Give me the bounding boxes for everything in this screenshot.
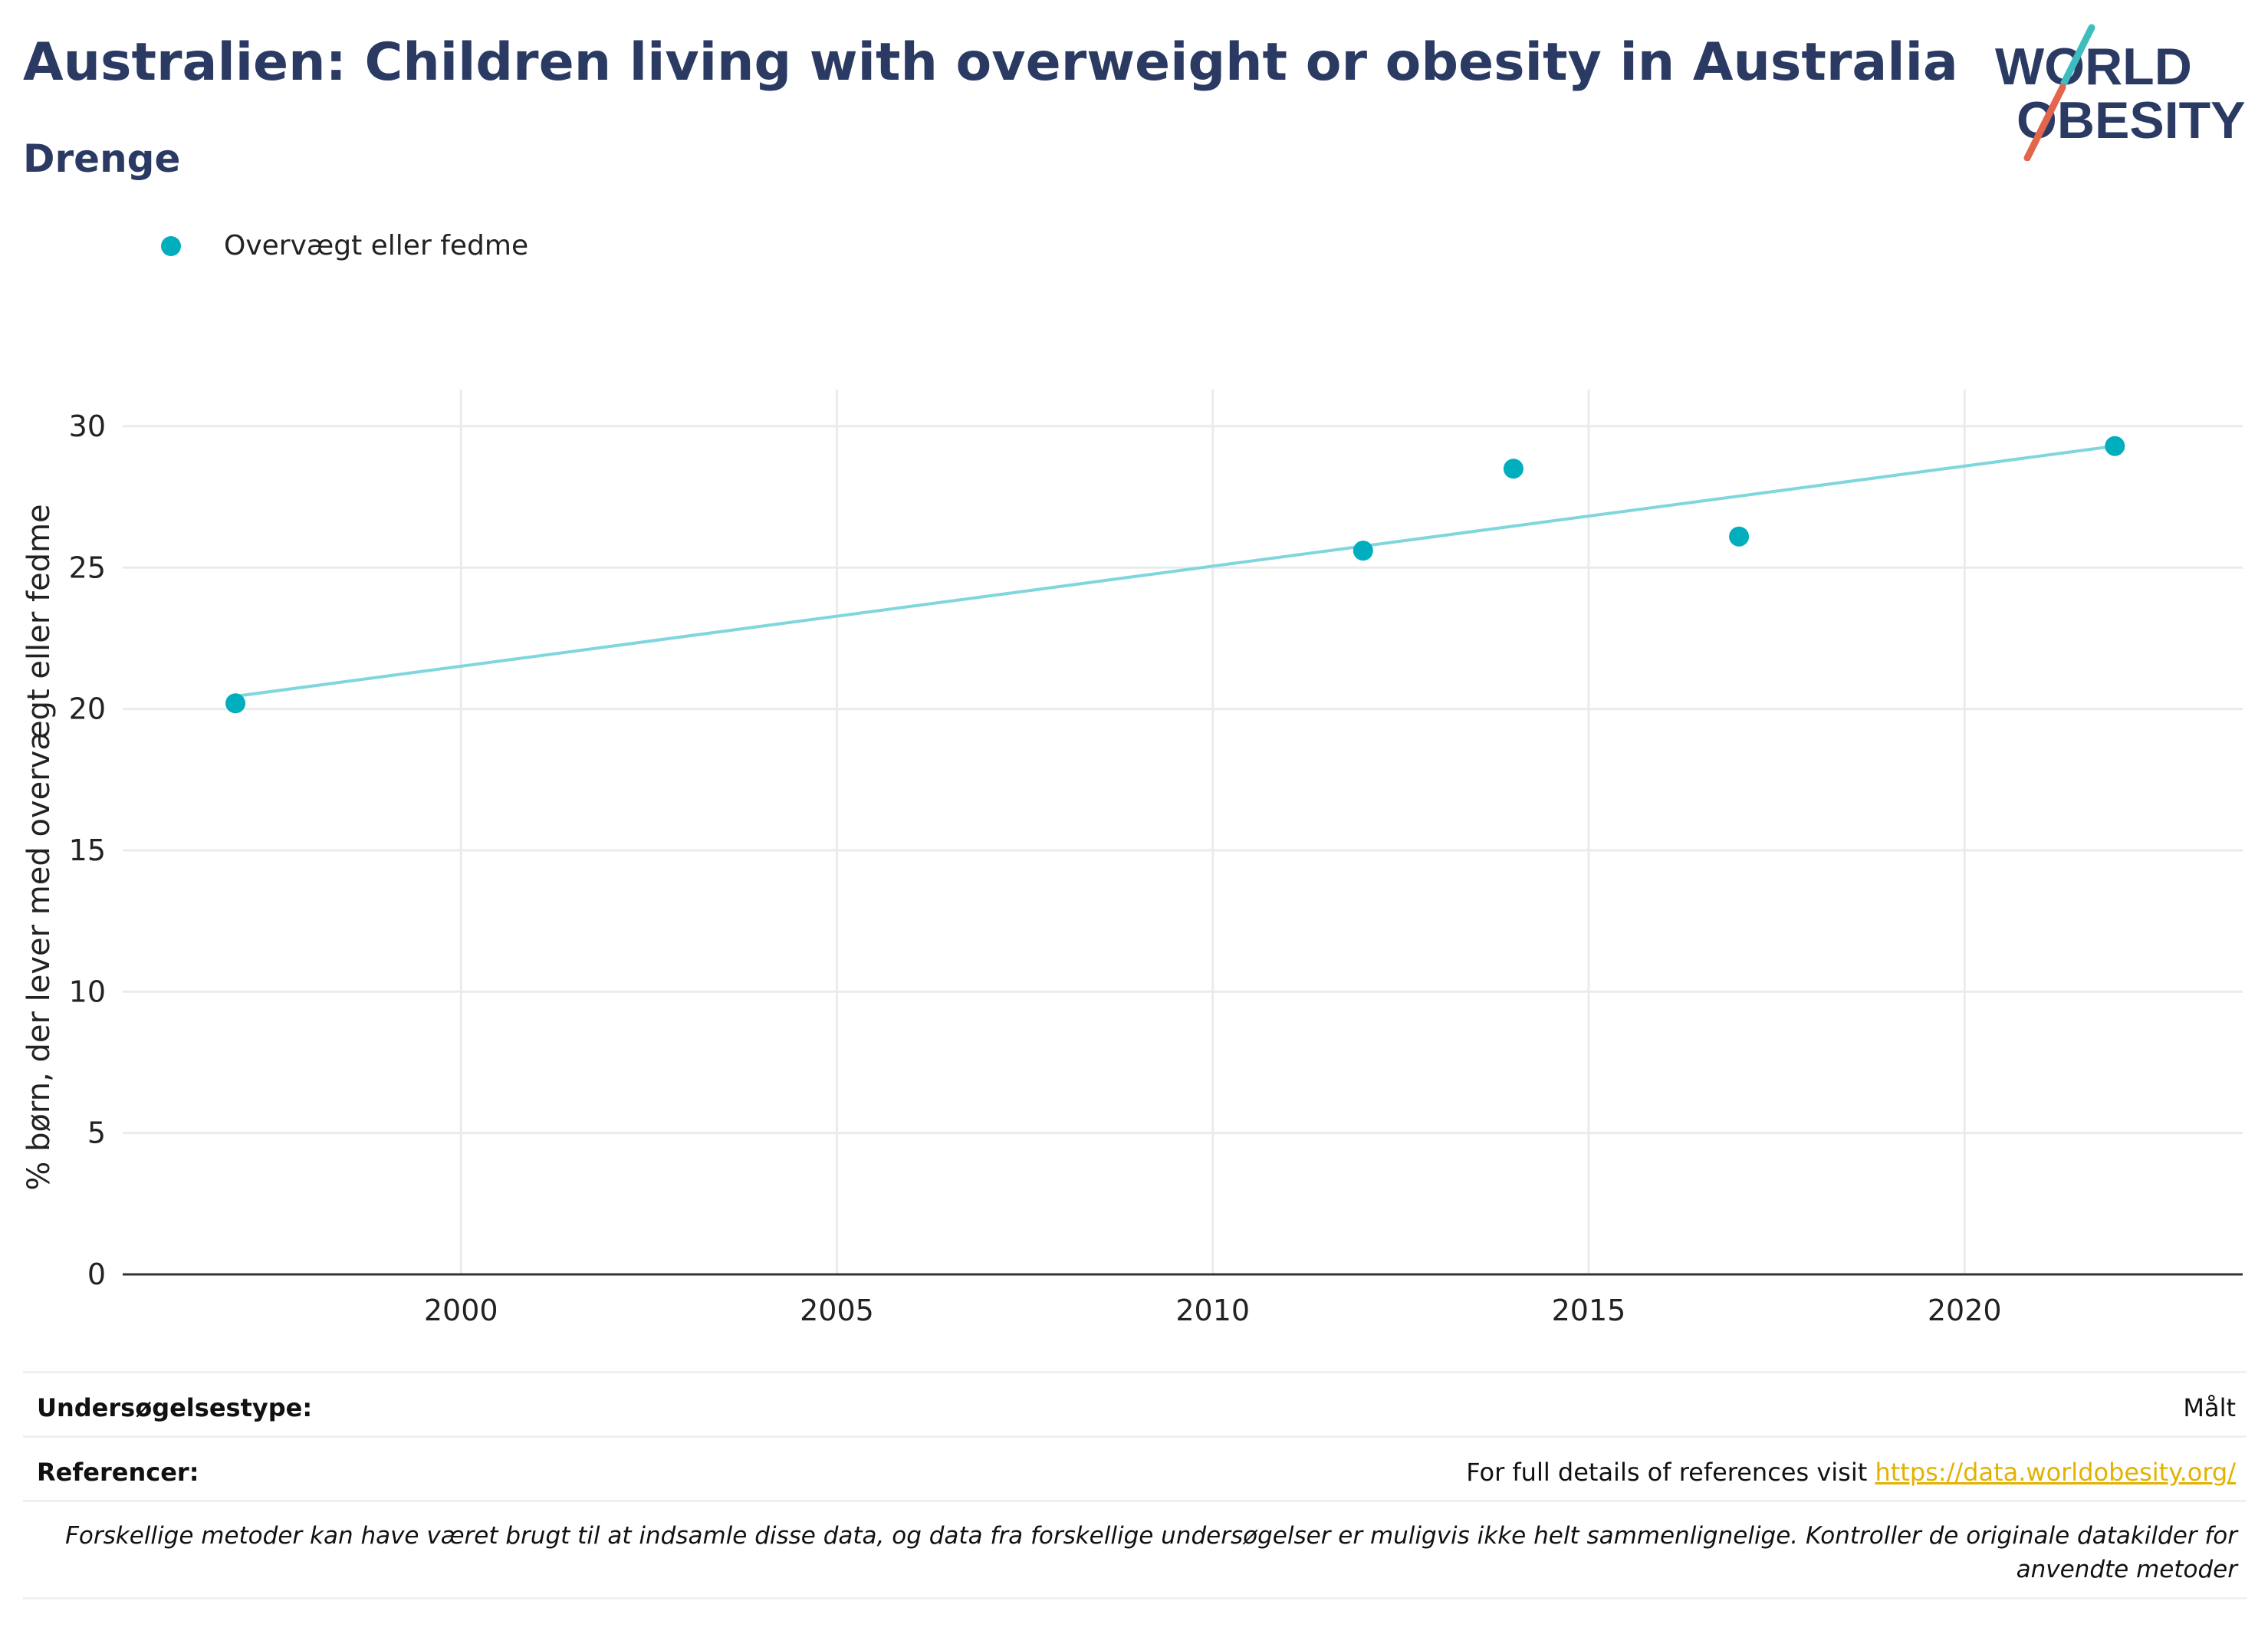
y-tick-label: 25 (69, 551, 106, 584)
survey-type-row: Undersøgelsestype: Målt (23, 1371, 2247, 1438)
chart-legend: Overvægt eller fedme (161, 230, 528, 261)
y-tick-label: 20 (69, 692, 106, 726)
x-tick-label: 2010 (1175, 1294, 1250, 1327)
trend-line (235, 444, 2115, 699)
methods-note: Forskellige metoder kan have været brugt… (65, 1522, 2237, 1583)
x-tick-label: 2000 (424, 1294, 498, 1327)
references-link[interactable]: https://data.worldobesity.org/ (1875, 1458, 2236, 1487)
references-label: Referencer: (37, 1458, 199, 1487)
y-tick-label: 5 (87, 1116, 106, 1150)
references-text: For full details of references visit (1466, 1458, 1875, 1487)
svg-text:OBESITY: OBESITY (2017, 91, 2246, 150)
legend-marker (161, 235, 181, 256)
data-point (1353, 541, 1373, 561)
data-point (1503, 459, 1524, 479)
x-tick-label: 2005 (800, 1294, 874, 1327)
data-point (1729, 526, 1750, 547)
methods-note-row: Forskellige metoder kan have været brugt… (23, 1500, 2247, 1599)
page-subtitle: Drenge (23, 136, 181, 181)
y-tick-label: 15 (69, 833, 106, 867)
y-axis-label: % børn, der lever med overvægt eller fed… (21, 504, 57, 1190)
y-tick-label: 10 (69, 975, 106, 1008)
survey-type-value: Målt (2183, 1393, 2236, 1422)
references-row: Referencer: For full details of referenc… (23, 1435, 2247, 1502)
x-tick-label: 2020 (1928, 1294, 2002, 1327)
data-point (225, 693, 246, 714)
page-title: Australien: Children living with overwei… (23, 32, 1958, 93)
x-tick-label: 2015 (1552, 1294, 1626, 1327)
survey-type-label: Undersøgelsestype: (37, 1393, 313, 1422)
legend-label: Overvægt eller fedme (224, 230, 529, 261)
world-obesity-logo: WORLD OBESITY (1995, 24, 2246, 161)
references-value: For full details of references visit htt… (1466, 1458, 2236, 1487)
scatter-chart: 0 5 10 15 20 25 30 2000 2005 2010 2015 2020 % børn, … (21, 390, 2243, 1327)
y-tick-label: 0 (87, 1258, 106, 1291)
svg-text:WORLD: WORLD (1995, 38, 2192, 96)
data-point (2105, 436, 2125, 456)
y-tick-label: 30 (69, 409, 106, 443)
